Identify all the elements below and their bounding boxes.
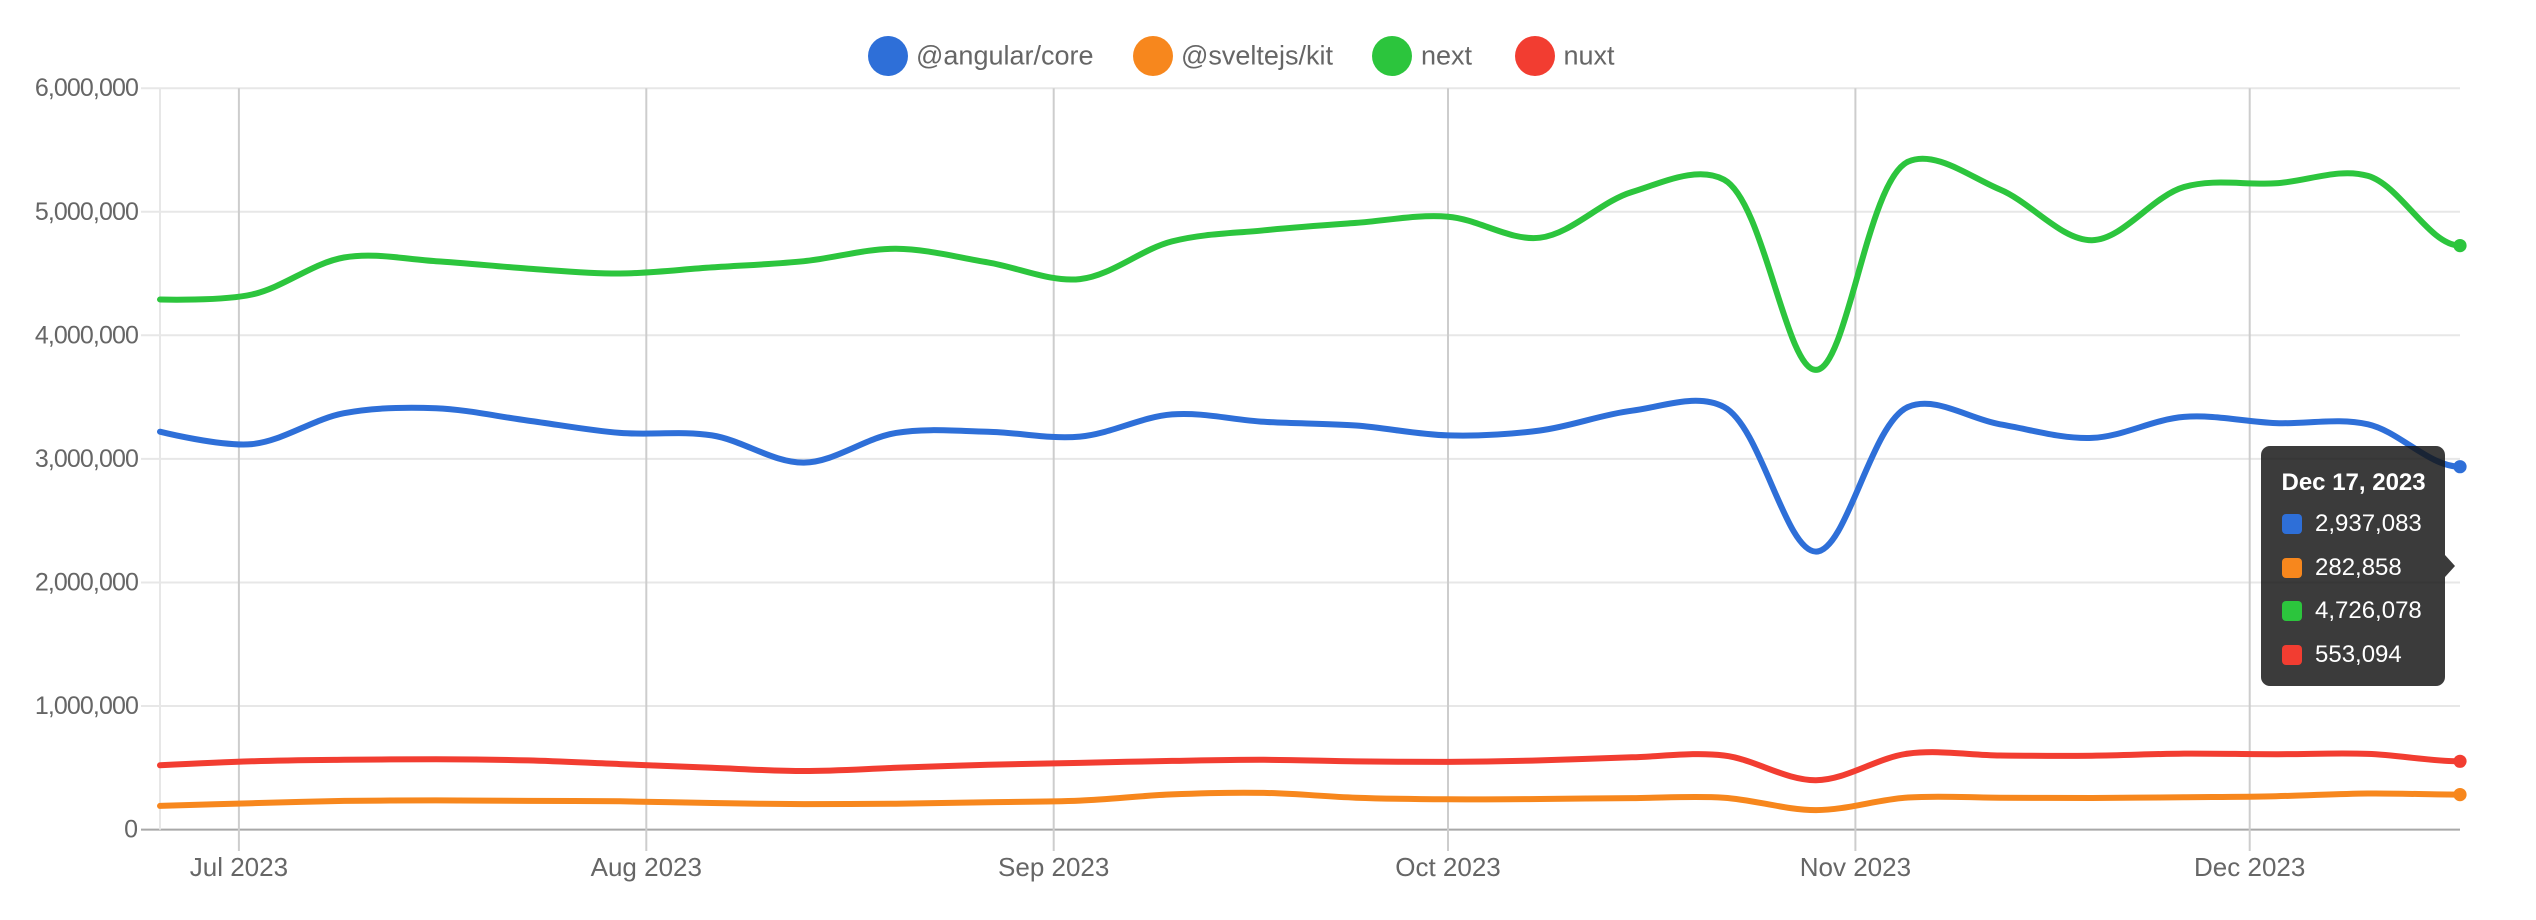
- svg-text:Dec 2023: Dec 2023: [2194, 852, 2305, 882]
- svg-text:Nov 2023: Nov 2023: [1800, 852, 1911, 882]
- svg-text:1,000,000: 1,000,000: [35, 692, 138, 720]
- svg-text:Jul 2023: Jul 2023: [190, 852, 288, 882]
- svg-text:Oct 2023: Oct 2023: [1395, 852, 1501, 882]
- svg-text:3,000,000: 3,000,000: [35, 445, 138, 473]
- svg-text:Sep 2023: Sep 2023: [998, 852, 1109, 882]
- svg-text:2,000,000: 2,000,000: [35, 569, 138, 597]
- svg-text:Aug 2023: Aug 2023: [591, 852, 702, 882]
- svg-text:6,000,000: 6,000,000: [35, 74, 138, 102]
- svg-text:0: 0: [124, 816, 138, 844]
- svg-text:5,000,000: 5,000,000: [35, 198, 138, 226]
- svg-text:4,000,000: 4,000,000: [35, 321, 138, 349]
